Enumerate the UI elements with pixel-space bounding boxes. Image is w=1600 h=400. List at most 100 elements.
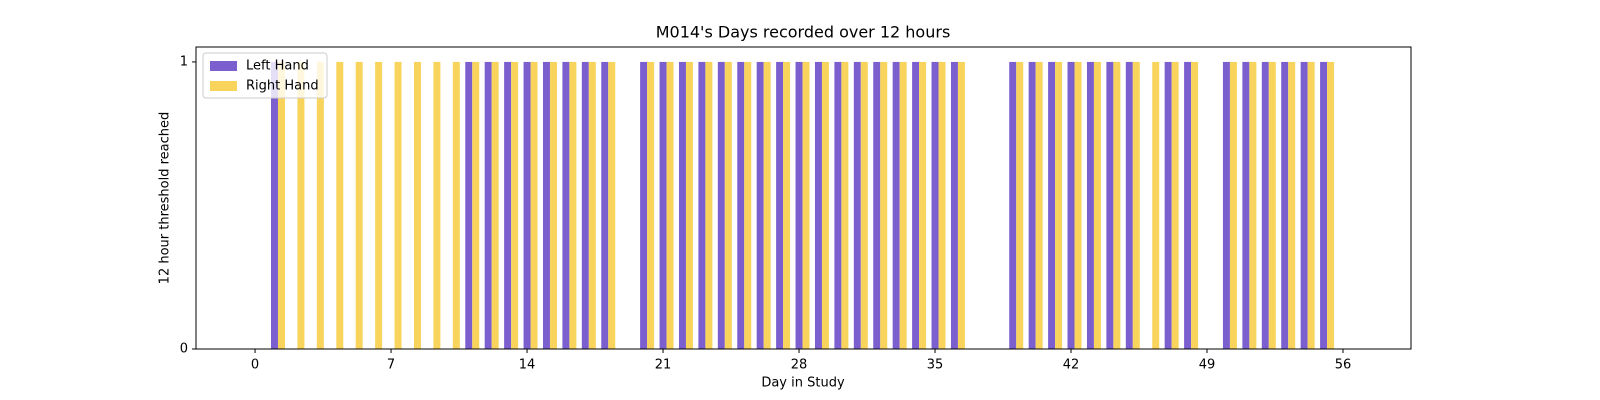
- bar: [1300, 61, 1308, 349]
- bar: [1164, 61, 1172, 349]
- bar: [581, 61, 589, 349]
- bar: [394, 61, 402, 349]
- bar: [569, 61, 577, 349]
- bar: [717, 61, 725, 349]
- bar: [860, 61, 868, 349]
- bar: [1048, 61, 1056, 349]
- bar: [1222, 61, 1230, 349]
- bar: [783, 61, 791, 349]
- x-tick-label: 28: [791, 358, 808, 373]
- bar: [472, 61, 480, 349]
- bar: [1125, 61, 1133, 349]
- bar: [685, 61, 693, 349]
- bar: [1191, 61, 1199, 349]
- bar: [433, 61, 441, 349]
- bar: [491, 61, 499, 349]
- bar: [640, 61, 648, 349]
- legend-swatch: [210, 81, 237, 91]
- y-tick-label: 0: [180, 342, 188, 357]
- legend-label: Right Hand: [246, 79, 319, 94]
- chart-title: M014's Days recorded over 12 hours: [656, 23, 951, 42]
- bar: [316, 61, 324, 349]
- x-tick-label: 7: [387, 358, 395, 373]
- bar: [523, 61, 531, 349]
- x-tick-label: 0: [251, 358, 259, 373]
- bar: [608, 61, 616, 349]
- bar: [834, 61, 842, 349]
- bar: [542, 61, 550, 349]
- bar: [588, 61, 596, 349]
- bar: [270, 61, 278, 349]
- bar: [1320, 61, 1328, 349]
- bar: [1229, 61, 1237, 349]
- bar: [1327, 61, 1335, 349]
- bar: [484, 61, 492, 349]
- legend-swatch: [210, 61, 237, 71]
- bar: [814, 61, 822, 349]
- bar: [452, 61, 460, 349]
- plot-frame: [195, 46, 1412, 350]
- y-axis-label: 12 hour threshold reached: [158, 112, 173, 285]
- bar: [277, 61, 285, 349]
- x-tick-label: 49: [1199, 358, 1216, 373]
- bar: [1281, 61, 1289, 349]
- bar: [355, 61, 363, 349]
- legend-label: Left Hand: [246, 59, 309, 74]
- bar: [562, 61, 570, 349]
- bar: [795, 61, 803, 349]
- bar: [880, 61, 888, 349]
- bar: [1261, 61, 1269, 349]
- bar: [938, 61, 946, 349]
- bar: [336, 61, 344, 349]
- bar: [666, 61, 674, 349]
- x-tick-label: 42: [1063, 358, 1080, 373]
- bar: [1242, 61, 1250, 349]
- bar: [957, 61, 965, 349]
- bar: [1055, 61, 1063, 349]
- bar: [1288, 61, 1296, 349]
- bar: [1171, 61, 1179, 349]
- bar: [776, 61, 784, 349]
- bar: [1307, 61, 1315, 349]
- x-tick-label: 14: [519, 358, 536, 373]
- bar: [724, 61, 732, 349]
- bar: [1184, 61, 1192, 349]
- bar: [1016, 61, 1024, 349]
- bar: [744, 61, 752, 349]
- bar: [647, 61, 655, 349]
- bar: [504, 61, 512, 349]
- bar: [1067, 61, 1075, 349]
- bar: [1009, 61, 1017, 349]
- bar: [549, 61, 557, 349]
- bar: [737, 61, 745, 349]
- bar: [1132, 61, 1140, 349]
- x-tick-label: 56: [1335, 358, 1352, 373]
- bar: [1106, 61, 1114, 349]
- bar: [530, 61, 538, 349]
- bar: [853, 61, 861, 349]
- bar: [375, 61, 383, 349]
- bar: [1249, 61, 1257, 349]
- bar: [1074, 61, 1082, 349]
- bar: [763, 61, 771, 349]
- bar: [601, 61, 609, 349]
- bar: [1086, 61, 1094, 349]
- bar: [912, 61, 920, 349]
- bar: [899, 61, 907, 349]
- bar: [698, 61, 706, 349]
- bar: [756, 61, 764, 349]
- bar: [919, 61, 927, 349]
- bar: [892, 61, 900, 349]
- bar: [821, 61, 829, 349]
- bar: [1028, 61, 1036, 349]
- x-axis-label: Day in Study: [761, 376, 845, 391]
- bar: [678, 61, 686, 349]
- bar: [659, 61, 667, 349]
- bar: [873, 61, 881, 349]
- bar: [413, 61, 421, 349]
- bar: [1152, 61, 1160, 349]
- bar: [297, 61, 305, 349]
- x-tick-label: 21: [655, 358, 672, 373]
- bar: [1268, 61, 1276, 349]
